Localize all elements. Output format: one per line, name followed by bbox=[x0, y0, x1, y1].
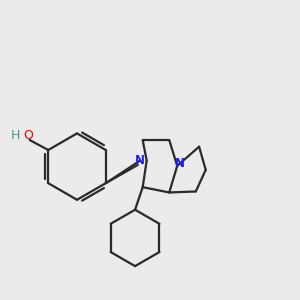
Text: N: N bbox=[175, 157, 185, 170]
Text: H: H bbox=[11, 129, 20, 142]
Text: N: N bbox=[135, 154, 145, 167]
Text: O: O bbox=[24, 129, 34, 142]
